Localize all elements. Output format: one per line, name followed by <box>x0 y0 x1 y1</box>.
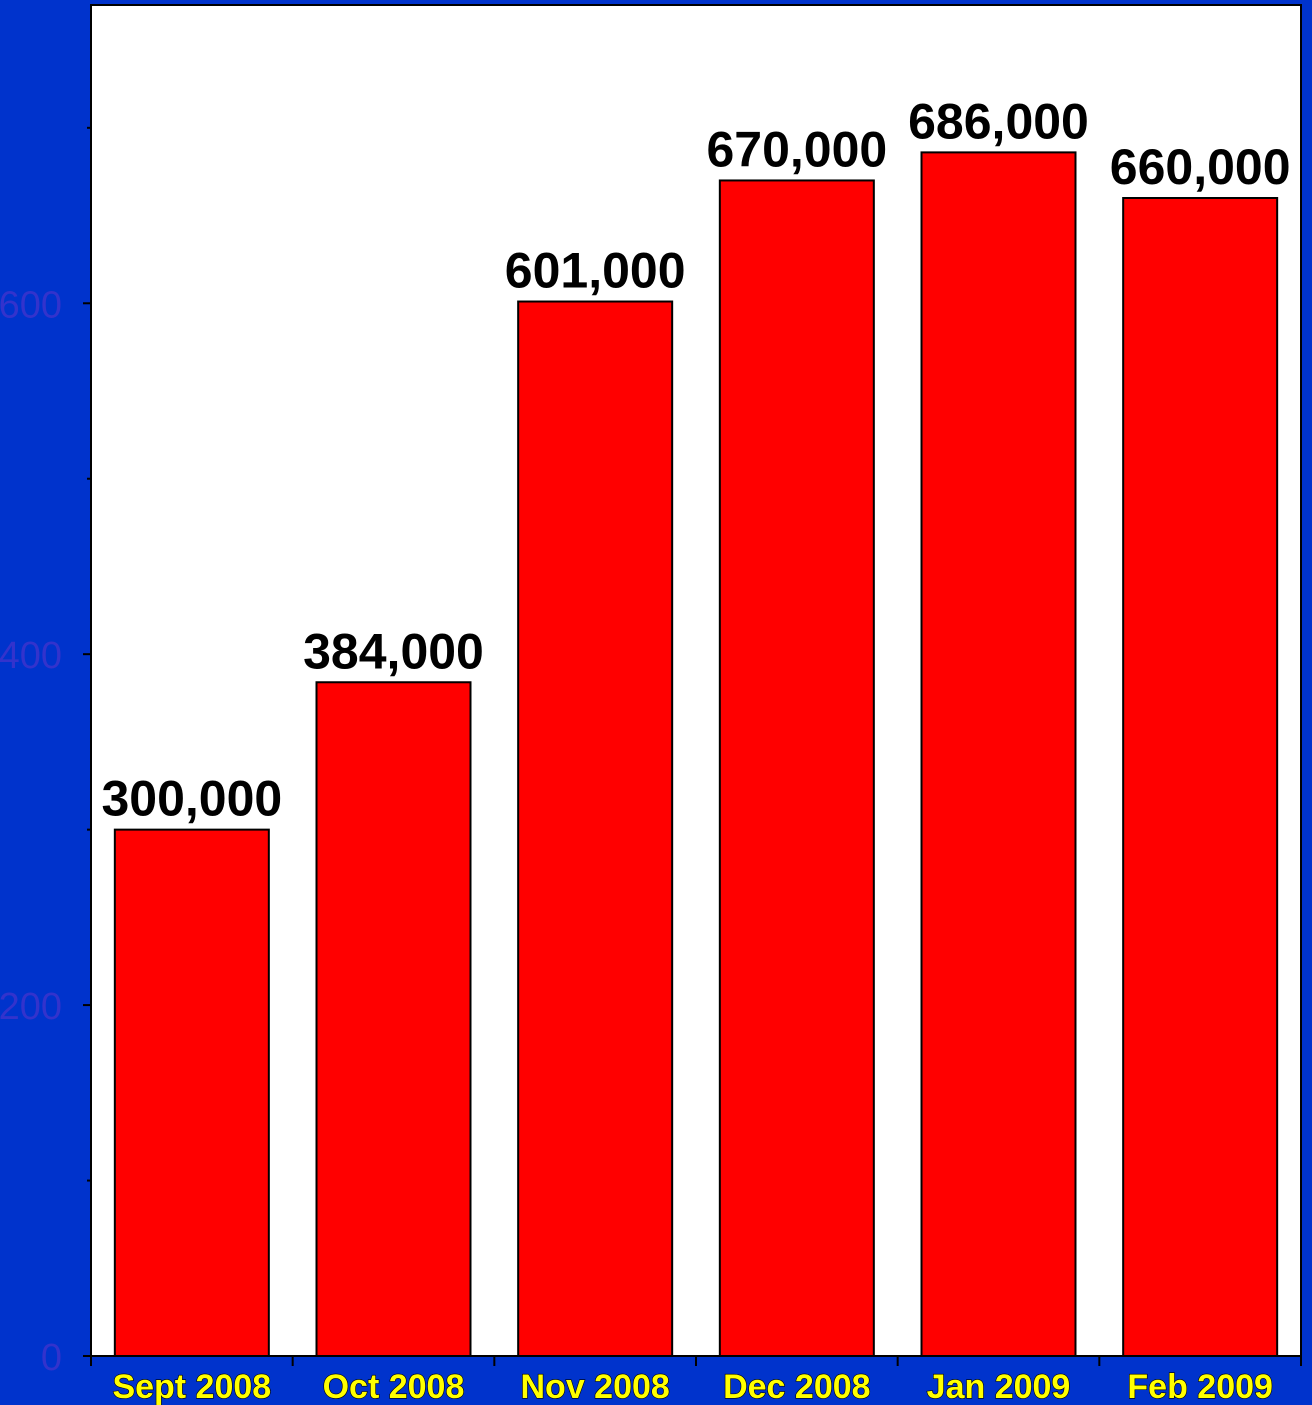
bar <box>113 828 270 1357</box>
bar <box>517 300 674 1357</box>
x-tick-label: Feb 2009 <box>1127 1368 1273 1405</box>
x-tick-label: Dec 2008 <box>723 1368 870 1405</box>
x-tick-label: Jan 2009 <box>927 1368 1071 1405</box>
y-tick-label: 400 <box>0 635 62 677</box>
bar <box>920 151 1077 1357</box>
data-label: 686,000 <box>908 93 1089 149</box>
plot-area <box>90 4 1302 1357</box>
bar <box>718 179 875 1357</box>
data-label: 670,000 <box>706 121 887 177</box>
y-tick-label: 600 <box>0 284 62 326</box>
y-tick-label: 200 <box>0 986 62 1028</box>
data-label: 660,000 <box>1110 139 1291 195</box>
x-tick-label: Sept 2008 <box>112 1368 271 1405</box>
y-tick-label: 0 <box>41 1337 62 1379</box>
data-label: 300,000 <box>101 771 282 827</box>
data-label: 601,000 <box>505 243 686 299</box>
bar <box>315 681 472 1357</box>
bar <box>1122 197 1279 1357</box>
x-tick-label: Nov 2008 <box>521 1368 670 1405</box>
x-tick-label: Oct 2008 <box>323 1368 465 1405</box>
data-label: 384,000 <box>303 623 484 679</box>
